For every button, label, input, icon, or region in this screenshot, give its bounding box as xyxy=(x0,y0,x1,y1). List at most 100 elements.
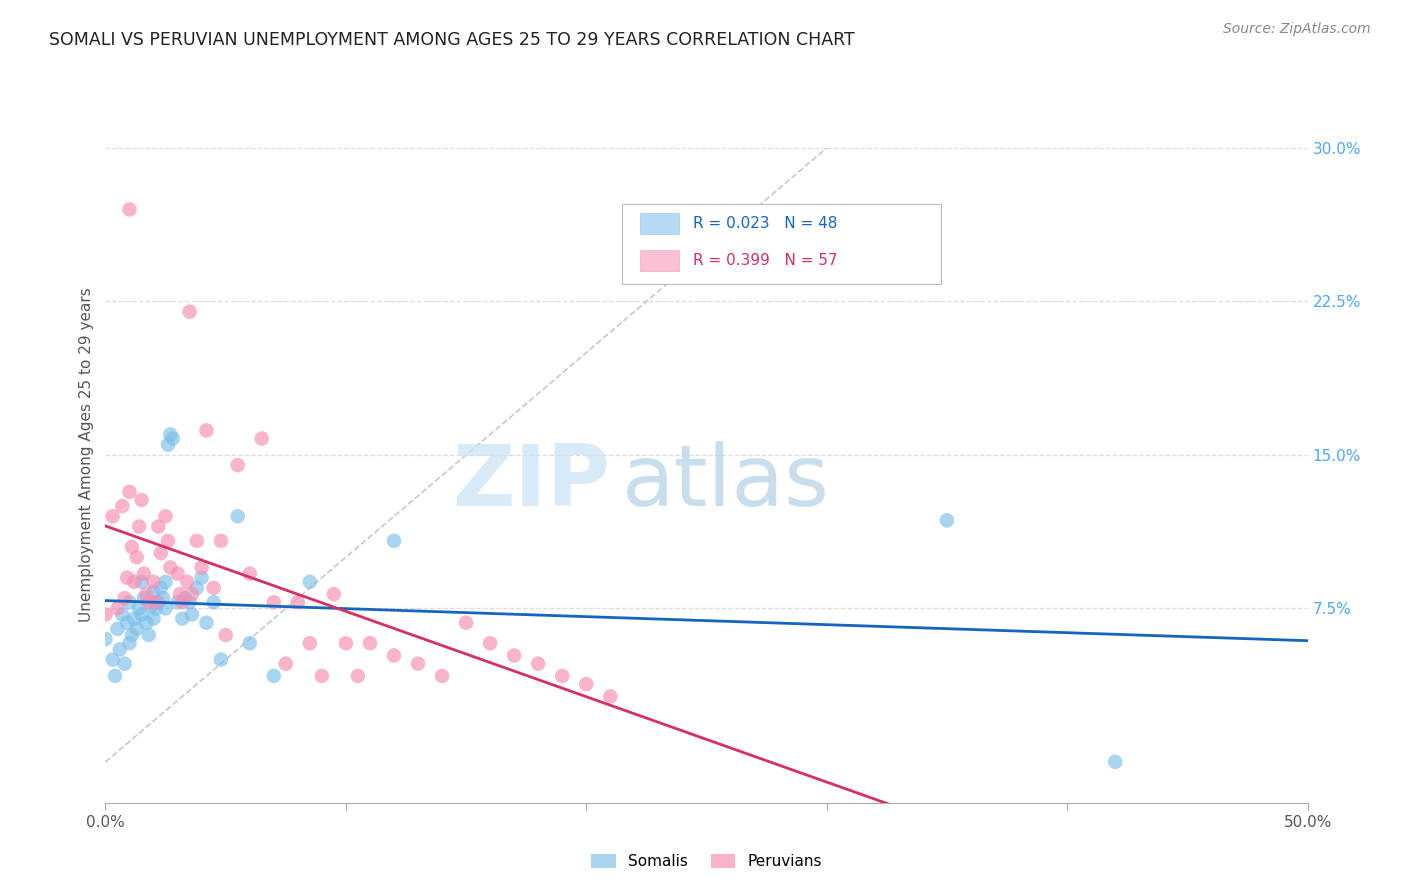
Point xyxy=(239,636,262,650)
Point xyxy=(190,560,212,574)
Point xyxy=(1104,755,1126,769)
Point xyxy=(186,581,208,595)
Point xyxy=(172,595,194,609)
Point xyxy=(359,636,381,650)
Point xyxy=(575,677,598,691)
Point xyxy=(118,595,141,609)
Point xyxy=(142,585,165,599)
Point xyxy=(176,574,198,589)
Point xyxy=(145,595,167,609)
Point xyxy=(936,513,959,527)
Point xyxy=(128,519,150,533)
Point xyxy=(115,615,138,630)
Point xyxy=(382,648,405,663)
Point xyxy=(131,607,153,622)
Point xyxy=(156,438,179,452)
Point xyxy=(131,574,153,589)
Point xyxy=(347,669,370,683)
Point xyxy=(226,458,249,472)
Point xyxy=(131,492,153,507)
Point xyxy=(382,533,405,548)
Text: R = 0.023   N = 48: R = 0.023 N = 48 xyxy=(693,216,838,231)
Point xyxy=(173,591,195,606)
Bar xyxy=(640,250,679,270)
Point xyxy=(479,636,502,650)
Point xyxy=(181,607,204,622)
Point xyxy=(155,509,177,524)
Point xyxy=(186,533,208,548)
Point xyxy=(101,652,124,666)
Point xyxy=(94,632,117,646)
Point xyxy=(274,657,297,671)
Point xyxy=(132,566,155,581)
Point xyxy=(202,595,225,609)
Point xyxy=(148,595,170,609)
Point xyxy=(156,533,179,548)
Point xyxy=(108,642,131,657)
Point xyxy=(125,550,148,565)
Legend: Somalis, Peruvians: Somalis, Peruvians xyxy=(585,847,828,875)
Point xyxy=(503,648,526,663)
Point xyxy=(599,690,621,704)
Point xyxy=(118,636,141,650)
Point xyxy=(159,427,181,442)
Bar xyxy=(640,213,679,234)
Point xyxy=(202,581,225,595)
Point xyxy=(152,591,174,606)
Point xyxy=(166,595,188,609)
Text: ZIP: ZIP xyxy=(453,442,610,524)
Point xyxy=(114,591,136,606)
Point xyxy=(209,652,232,666)
Point xyxy=(162,432,184,446)
Point xyxy=(104,669,127,683)
Point xyxy=(226,509,249,524)
Point xyxy=(454,615,477,630)
Point xyxy=(115,571,138,585)
Point xyxy=(107,601,129,615)
Point xyxy=(169,587,191,601)
Point xyxy=(214,628,236,642)
Point xyxy=(111,499,134,513)
Point xyxy=(287,595,309,609)
Point xyxy=(101,509,124,524)
Point xyxy=(149,581,172,595)
Point xyxy=(430,669,453,683)
Point xyxy=(118,202,141,217)
Point xyxy=(148,519,170,533)
Point xyxy=(159,560,181,574)
Point xyxy=(121,628,143,642)
Point xyxy=(179,595,201,609)
Point xyxy=(132,591,155,606)
Point xyxy=(551,669,574,683)
Point xyxy=(239,566,262,581)
Point xyxy=(155,601,177,615)
Point xyxy=(298,574,321,589)
Point xyxy=(335,636,357,650)
Y-axis label: Unemployment Among Ages 25 to 29 years: Unemployment Among Ages 25 to 29 years xyxy=(79,287,94,623)
Point xyxy=(142,574,165,589)
Point xyxy=(94,607,117,622)
Point xyxy=(195,423,218,437)
Point xyxy=(124,612,146,626)
Point xyxy=(406,657,429,671)
Point xyxy=(135,615,157,630)
Point xyxy=(181,587,204,601)
Point xyxy=(118,484,141,499)
Point xyxy=(263,669,285,683)
Point xyxy=(155,574,177,589)
Point xyxy=(209,533,232,548)
Point xyxy=(311,669,333,683)
Text: Source: ZipAtlas.com: Source: ZipAtlas.com xyxy=(1223,22,1371,37)
FancyBboxPatch shape xyxy=(623,204,941,285)
Point xyxy=(121,540,143,554)
Text: atlas: atlas xyxy=(623,442,831,524)
Point xyxy=(527,657,550,671)
Point xyxy=(250,432,273,446)
Point xyxy=(138,628,160,642)
Point xyxy=(149,546,172,560)
Point xyxy=(139,599,162,614)
Point xyxy=(179,304,201,318)
Point xyxy=(166,566,188,581)
Point xyxy=(135,587,157,601)
Point xyxy=(172,612,194,626)
